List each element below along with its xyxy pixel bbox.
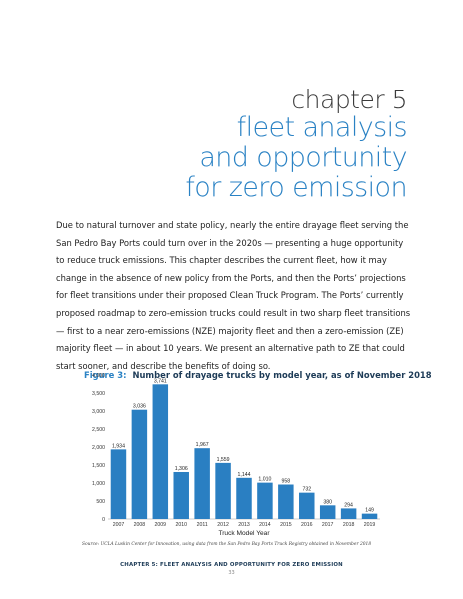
bar-value-label: 958 <box>282 479 291 485</box>
bar-value-label: 3,741 <box>154 378 167 384</box>
page-footer: CHAPTER 5: FLEET ANALYSIS AND OPPORTUNIT… <box>0 562 463 576</box>
bar <box>257 482 273 519</box>
figure-source: Source: UCLA Luskin Center for Innovatio… <box>82 542 372 547</box>
y-tick-label: 3,500 <box>92 391 105 397</box>
y-tick-label: 4,000 <box>92 373 105 379</box>
bar-value-label: 1,306 <box>175 466 188 472</box>
x-tick-label: 2019 <box>364 522 376 528</box>
bar-value-label: 1,144 <box>238 472 251 478</box>
bar-value-label: 1,967 <box>196 442 209 448</box>
bar-chart: 0 500 1,000 1,500 2,000 2,500 3,000 3,500 4,000 1… <box>92 373 380 537</box>
x-tick-label: 2009 <box>155 522 167 528</box>
bar-value-label: 149 <box>365 508 374 514</box>
bar <box>278 484 294 519</box>
bar <box>194 448 210 519</box>
x-tick-label: 2017 <box>322 522 334 528</box>
x-tick-label: 2013 <box>238 522 250 528</box>
x-tick-label: 2016 <box>301 522 313 528</box>
x-tick-label: 2011 <box>197 522 208 528</box>
y-tick-label: 1,500 <box>92 463 105 469</box>
bar <box>152 384 169 519</box>
x-tick-label: 2012 <box>217 522 229 528</box>
bar-value-label: 1,010 <box>258 477 271 483</box>
bar-value-label: 294 <box>344 502 353 508</box>
y-tick-label: 0 <box>102 517 105 523</box>
chapter-label: chapter 5 <box>291 85 407 114</box>
bar-value-label: 732 <box>302 487 311 493</box>
bar <box>110 449 127 519</box>
y-tick-label: 500 <box>96 499 105 505</box>
figure-title: Number of drayage trucks by model year, … <box>132 370 432 380</box>
bar <box>319 505 336 519</box>
bar-value-label: 1,934 <box>112 443 125 449</box>
bar <box>236 477 252 519</box>
bar <box>173 471 189 519</box>
y-tick-label: 1,000 <box>92 481 105 487</box>
chapter-title-line-2: and opportunity <box>199 142 407 173</box>
intro-paragraph: Due to natural turnover and state policy… <box>56 220 411 371</box>
bar-value-label: 3,036 <box>133 404 146 410</box>
bar-value-label: 1,559 <box>217 457 230 463</box>
figure-label: Figure 3: <box>84 370 127 380</box>
y-tick-label: 2,000 <box>92 445 105 451</box>
bar <box>299 492 315 519</box>
x-tick-label: 2008 <box>134 522 146 528</box>
x-axis-title: Truck Model Year <box>218 530 270 537</box>
figure-caption: Figure 3: Number of drayage trucks by mod… <box>84 370 432 380</box>
bar-value-label: 380 <box>323 499 332 505</box>
x-tick-label: 2015 <box>280 522 292 528</box>
bar <box>131 409 148 519</box>
x-tick-label: 2007 <box>113 522 125 528</box>
page-number: 33 <box>228 570 235 576</box>
y-tick-label: 2,500 <box>92 427 105 433</box>
x-tick-label: 2010 <box>175 522 187 528</box>
footer-title: CHAPTER 5: FLEET ANALYSIS AND OPPORTUNIT… <box>120 562 343 568</box>
y-tick-label: 3,000 <box>92 409 105 415</box>
x-tick-label: 2014 <box>259 522 271 528</box>
bar <box>361 513 378 519</box>
chapter-heading: chapter 5 fleet analysis and opportunity… <box>185 86 407 203</box>
bar <box>215 462 231 519</box>
chapter-title-line-1: fleet analysis <box>236 112 408 143</box>
chapter-title-line-3: for zero emission <box>185 172 407 203</box>
x-tick-label: 2018 <box>343 522 355 528</box>
bar <box>340 508 357 519</box>
